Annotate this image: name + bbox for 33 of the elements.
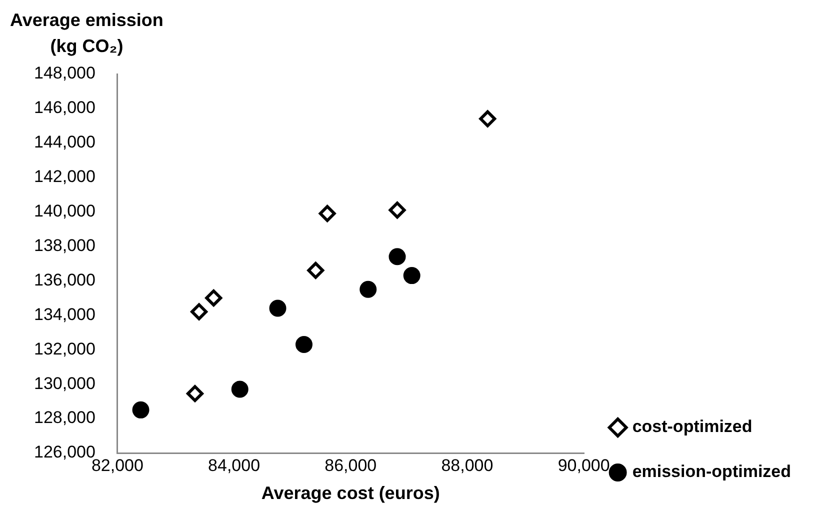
legend-label: emission-optimized — [632, 462, 791, 482]
x-tick-label: 86,000 — [324, 456, 377, 475]
y-axis-title: Average emission (kg CO₂) — [10, 10, 164, 56]
point — [186, 385, 204, 402]
point — [307, 262, 324, 279]
point — [231, 380, 248, 398]
y-tick-label: 134,000 — [34, 304, 96, 324]
y-tick-label: 140,000 — [34, 202, 96, 221]
point — [388, 248, 406, 266]
point — [269, 300, 286, 317]
point — [295, 336, 312, 353]
legend-label: cost-optimized — [632, 417, 752, 436]
y-tick-label: 138,000 — [34, 236, 96, 255]
point — [403, 267, 420, 284]
point — [318, 205, 336, 222]
x-tick-label: 88,000 — [441, 456, 494, 475]
y-tick-label: 142,000 — [34, 167, 96, 186]
point — [205, 289, 222, 306]
y-tick-label: 146,000 — [34, 98, 96, 118]
y-tick-label: 144,000 — [34, 132, 96, 152]
point — [360, 280, 377, 298]
point — [132, 401, 150, 418]
x-axis-title: Average cost (euros) — [261, 483, 440, 504]
point — [388, 202, 406, 219]
y-tick-label: 132,000 — [34, 339, 96, 358]
point — [479, 110, 496, 128]
x-tick-label: 90,000 — [558, 456, 610, 475]
y-tick-label: 130,000 — [34, 374, 96, 393]
y-tick-label: 128,000 — [34, 408, 96, 428]
point — [190, 303, 208, 320]
y-tick-label: 148,000 — [34, 64, 96, 83]
x-tick-label: 84,000 — [208, 456, 260, 475]
y-tick-label: 136,000 — [34, 270, 96, 290]
